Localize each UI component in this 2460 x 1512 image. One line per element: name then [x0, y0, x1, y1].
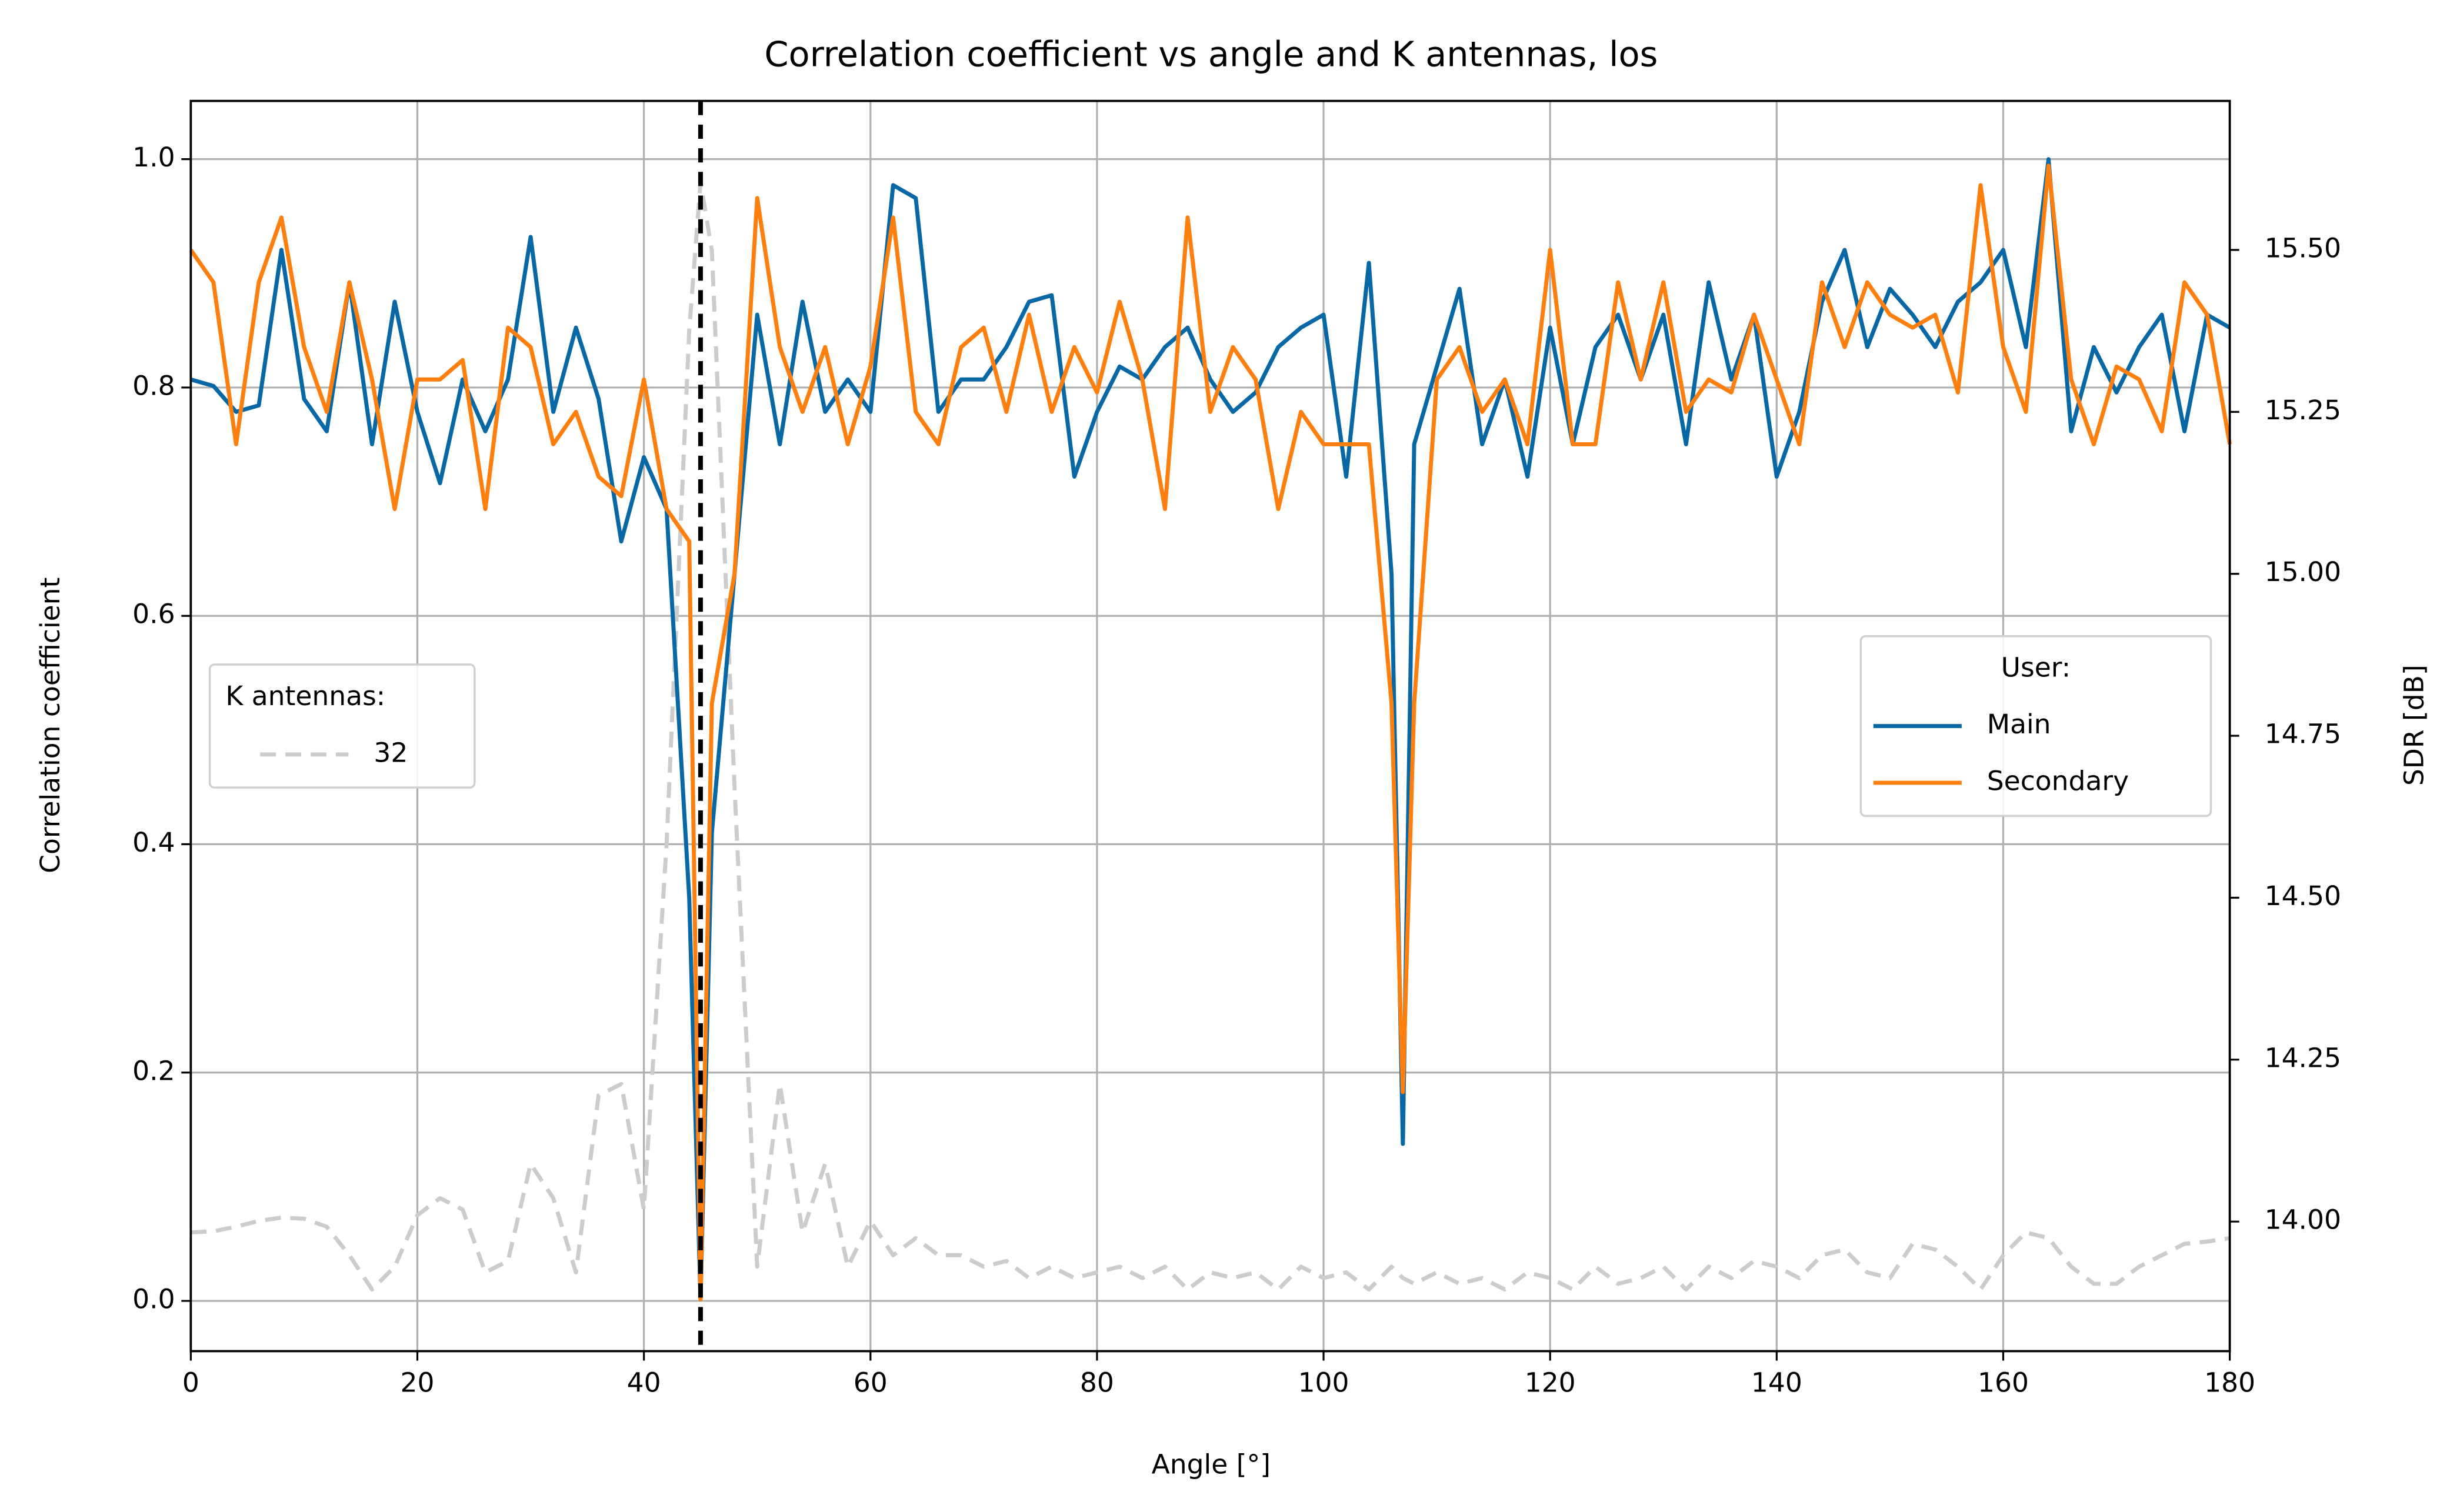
y2-tick-label: 15.00 [2265, 556, 2341, 588]
x-tick-label: 160 [1978, 1367, 2029, 1398]
legend-title: K antennas: [225, 680, 385, 712]
plot-frame [189, 99, 2231, 1353]
x-tick-label: 100 [1298, 1367, 1349, 1398]
y2-axis-label: SDR [dB] [2398, 665, 2429, 786]
y2-tick-label: 14.50 [2265, 880, 2341, 912]
y2-tick-label: 15.50 [2265, 232, 2341, 263]
data-line [190, 157, 2231, 1301]
y-tick-label: 0.0 [132, 1284, 175, 1315]
legend-title: User: [2001, 652, 2071, 683]
legend: K antennas: 32 [208, 663, 476, 789]
y-tick-label: 1.0 [132, 142, 175, 173]
x-tick-label: 180 [2204, 1367, 2255, 1398]
x-tick-label: 60 [854, 1367, 888, 1398]
legend-label: 32 [374, 737, 408, 768]
legend-box [208, 663, 476, 789]
legend: User: Main Secondary [1859, 635, 2212, 817]
x-tick-label: 0 [182, 1367, 199, 1398]
y-axis-label: Correlation coefficient [35, 578, 66, 873]
legend-label: Secondary [1987, 766, 2129, 797]
y-tick-label: 0.6 [132, 599, 175, 630]
legend-box [1859, 635, 2212, 817]
y2-tick-label: 15.25 [2265, 395, 2341, 426]
chart-title: Correlation coefficient vs angle and K a… [764, 34, 1658, 75]
y2-tick-label: 14.25 [2265, 1042, 2341, 1073]
legend-label: Main [1987, 709, 2051, 740]
y2-tick-label: 14.75 [2265, 719, 2341, 750]
y-tick-label: 0.2 [132, 1055, 175, 1086]
data-line [189, 163, 2232, 1301]
y-tick-label: 0.8 [132, 370, 175, 401]
data-line [191, 180, 2231, 1292]
x-axis-label: Angle [°] [1152, 1449, 1271, 1480]
x-tick-label: 120 [1525, 1367, 1576, 1398]
x-tick-label: 140 [1751, 1367, 1802, 1398]
y-tick-label: 0.4 [132, 827, 175, 858]
x-tick-label: 20 [401, 1367, 435, 1398]
y2-tick-label: 14.00 [2265, 1204, 2341, 1236]
x-tick-label: 40 [627, 1367, 661, 1398]
x-tick-label: 80 [1080, 1367, 1114, 1398]
